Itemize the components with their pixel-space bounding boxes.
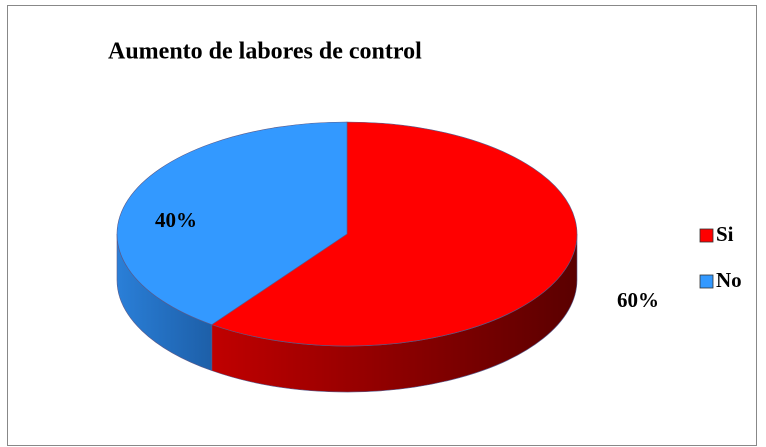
data-label: 40% [155,208,197,232]
legend-swatch [699,274,714,289]
data-label: 60% [617,288,659,312]
legend-label: No [716,268,742,292]
slice [116,121,348,325]
slice [211,121,578,347]
legend: Si No [699,222,742,292]
chart-title: Aumento de labores de control [108,39,422,65]
legend-label: Si [716,222,734,246]
legend-swatch [699,228,714,243]
pie [116,121,578,393]
